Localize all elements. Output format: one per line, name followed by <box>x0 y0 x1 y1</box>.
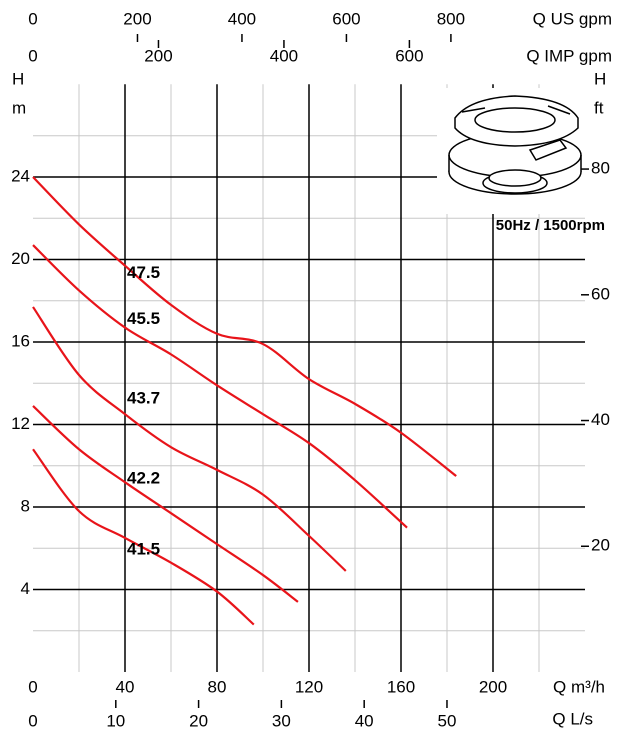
bottom-axis-title: Q L/s <box>552 709 593 728</box>
top-axis-title: Q US gpm <box>533 9 612 28</box>
x-tick-label: 0 <box>28 677 37 696</box>
curve-label: 42.2 <box>127 469 160 488</box>
top-axis-tick-label: 600 <box>395 46 423 65</box>
bottom-axis-tick-label: 40 <box>355 711 374 730</box>
x-tick-label: 80 <box>208 677 227 696</box>
curve <box>32 405 299 603</box>
y2-tick-label: 60 <box>591 284 610 303</box>
curve-label: 41.5 <box>127 539 160 558</box>
curve <box>32 448 255 626</box>
bottom-axis-tick-label: 0 <box>28 711 37 730</box>
curve-label: 45.5 <box>127 309 160 328</box>
top-axis-tick-label: 200 <box>123 9 151 28</box>
annotation: 50Hz / 1500rpm <box>496 217 605 234</box>
top-axis-tick-label: 0 <box>28 9 37 28</box>
y-axis-unit: m <box>12 98 26 117</box>
x-tick-label: 40 <box>116 677 135 696</box>
x-tick-label: 200 <box>479 677 507 696</box>
y-axis-title: H <box>12 69 24 88</box>
top-axis-tick-label: 400 <box>270 46 298 65</box>
y2-tick-label: 40 <box>591 410 610 429</box>
y-tick-label: 16 <box>11 331 30 350</box>
y2-tick-label: 20 <box>591 536 610 555</box>
x-tick-label: 160 <box>387 677 415 696</box>
curve <box>32 176 457 477</box>
x-tick-label: 120 <box>295 677 323 696</box>
top-axis-tick-label: 0 <box>28 46 37 65</box>
y2-tick-label: 80 <box>591 159 610 178</box>
top-axis-tick-label: 400 <box>228 9 256 28</box>
bottom-axis-tick-label: 20 <box>189 711 208 730</box>
impeller-drawing <box>437 88 585 214</box>
top-axis-tick-label: 800 <box>437 9 465 28</box>
curve-label: 47.5 <box>127 263 160 282</box>
y-tick-label: 4 <box>21 579 30 598</box>
bottom-axis-tick-label: 30 <box>272 711 291 730</box>
y-tick-label: 8 <box>21 496 30 515</box>
y-tick-label: 20 <box>11 249 30 268</box>
bottom-axis-tick-label: 50 <box>438 711 457 730</box>
y-tick-label: 24 <box>11 166 30 185</box>
y2-axis-title: H <box>594 69 606 88</box>
curve <box>32 306 347 572</box>
curve-label: 43.7 <box>127 389 160 408</box>
curve <box>32 244 408 529</box>
y2-axis-unit: ft <box>594 98 604 117</box>
bottom-axis-tick-label: 10 <box>106 711 125 730</box>
top-axis-tick-label: 200 <box>144 46 172 65</box>
y-tick-label: 12 <box>11 414 30 433</box>
top-axis-title: Q IMP gpm <box>526 46 612 65</box>
x-axis-title: Q m³/h <box>553 677 605 696</box>
top-axis-tick-label: 600 <box>332 9 360 28</box>
